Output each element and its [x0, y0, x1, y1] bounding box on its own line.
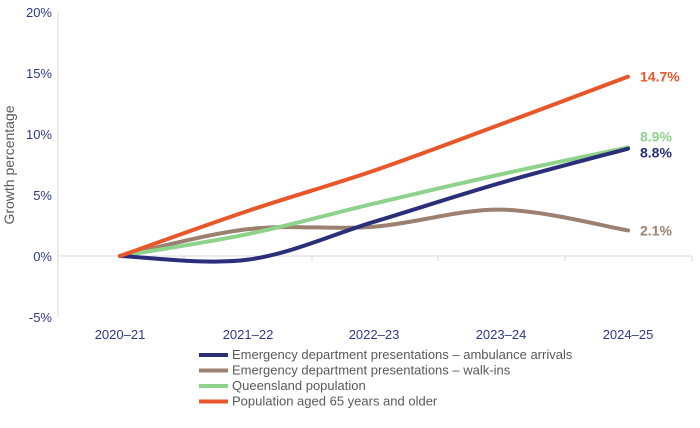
legend-label: Emergency department presentations – wal… — [232, 363, 511, 378]
legend-label: Population aged 65 years and older — [232, 394, 438, 409]
x-tick-label: 2020–21 — [95, 327, 146, 342]
y-tick-label: 10% — [26, 127, 52, 142]
data-label: 2.1% — [640, 222, 672, 238]
y-axis-label: Growth percentage — [1, 105, 17, 224]
legend-label: Emergency department presentations – amb… — [232, 347, 573, 362]
series-line — [118, 145, 630, 258]
series-line — [118, 207, 630, 258]
x-tick-label: 2021–22 — [223, 327, 274, 342]
x-tick-label: 2022–23 — [349, 327, 400, 342]
y-tick-label: -5% — [29, 310, 53, 325]
x-tick-label: 2024–25 — [603, 327, 654, 342]
series-line — [118, 146, 630, 264]
y-tick-label: 15% — [26, 66, 52, 81]
y-tick-label: 5% — [33, 188, 52, 203]
y-tick-label: 20% — [26, 5, 52, 20]
data-label: 14.7% — [640, 69, 680, 85]
y-tick-label: 0% — [33, 249, 52, 264]
series-line — [118, 74, 630, 258]
legend-label: Queensland population — [232, 378, 366, 393]
data-label: 8.9% — [640, 128, 672, 144]
x-tick-label: 2023–24 — [476, 327, 527, 342]
data-label: 8.8% — [640, 145, 672, 161]
